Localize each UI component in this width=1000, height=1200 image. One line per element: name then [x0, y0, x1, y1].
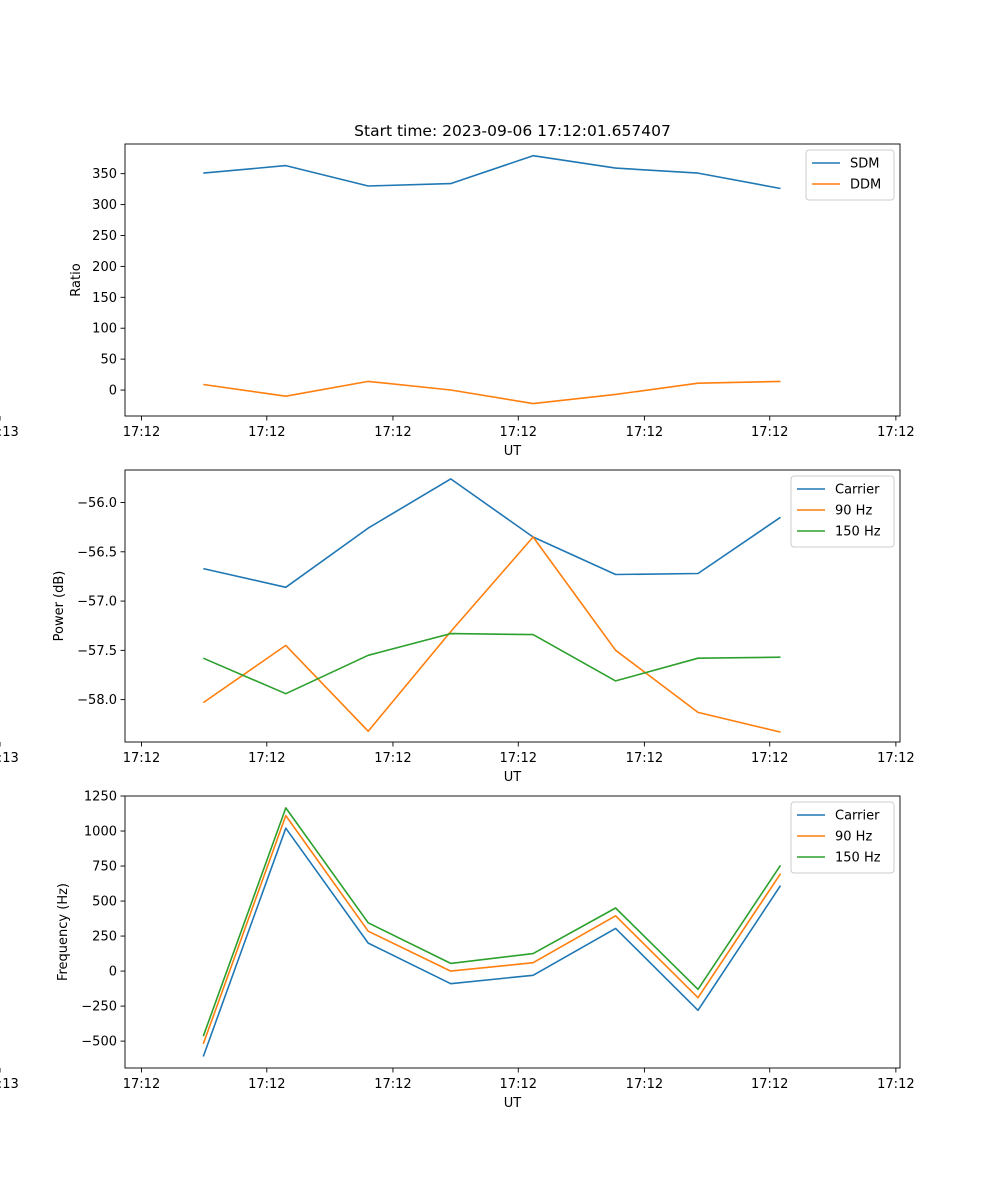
y-tick-label: 750 — [92, 860, 117, 875]
series-line-sdm — [203, 154, 781, 190]
panel-3: 17:12 17:12 17:12 17:12 17:12 17:12 17:12 17:13… — [0, 790, 915, 1111]
x-tick-label: 17:12 — [123, 425, 160, 440]
x-tick-label: 17:12 — [626, 1077, 663, 1092]
x-tick-label: 17:12 — [626, 425, 663, 440]
x-ticks: 17:12 17:12 17:12 17:12 17:12 17:12 17:12 17:13 — [0, 416, 915, 440]
axes-frame — [124, 143, 901, 417]
x-tick-label: 17:12 — [877, 425, 914, 440]
y-tick-label: 200 — [92, 260, 117, 275]
x-axis-label: UT — [504, 770, 522, 785]
x-tick-label: 17:13 — [0, 751, 19, 766]
y-tick-label: −56.5 — [77, 545, 117, 560]
y-tick-label: −250 — [81, 1000, 117, 1015]
series-line-carrier — [202, 827, 782, 1057]
series-lines — [203, 154, 781, 405]
y-ticks: 0 50 100 150 200 250 300 350 — [92, 167, 125, 399]
x-tick-label: 17:12 — [374, 1077, 411, 1092]
y-tick-label: 300 — [92, 198, 117, 213]
y-axis-label: Ratio — [69, 263, 84, 296]
y-axis-label: Frequency (Hz) — [56, 883, 71, 981]
axes-frame — [124, 469, 901, 743]
y-tick-label: 50 — [100, 353, 117, 368]
y-tick-label: 1000 — [84, 825, 117, 840]
legend-entry: 150 Hz — [835, 525, 881, 540]
series-line-150-hz — [202, 632, 781, 695]
legend: Carrier 90 Hz 150 Hz — [790, 801, 895, 874]
x-tick-label: 17:12 — [123, 751, 160, 766]
x-tick-label: 17:12 — [500, 751, 537, 766]
x-tick-label: 17:12 — [248, 751, 285, 766]
legend-entry: Carrier — [835, 809, 880, 824]
x-ticks: 17:12 17:12 17:12 17:12 17:12 17:12 17:12 17:13 — [0, 1068, 915, 1092]
x-tick-label: 17:12 — [374, 751, 411, 766]
x-tick-label: 17:13 — [0, 1077, 19, 1092]
figure-title: Start time: 2023-09-06 17:12:01.657407 — [354, 122, 671, 140]
legend: SDM DDM — [805, 149, 895, 201]
y-tick-label: 350 — [92, 167, 117, 182]
panel-2: 17:12 17:12 17:12 17:12 17:12 17:12 17:12 17:13… — [0, 469, 915, 785]
y-axis-label: Power (dB) — [52, 571, 67, 642]
legend-entry: Carrier — [835, 483, 880, 498]
y-tick-label: 150 — [92, 291, 117, 306]
axes-frame — [124, 795, 901, 1069]
legend-box — [790, 801, 895, 874]
x-axis-label: UT — [504, 444, 522, 459]
x-tick-label: 17:12 — [877, 1077, 914, 1092]
x-tick-label: 17:12 — [500, 1077, 537, 1092]
legend-box — [790, 475, 895, 548]
x-tick-label: 17:13 — [0, 425, 19, 440]
y-tick-label: 250 — [92, 930, 117, 945]
x-axis-label: UT — [504, 1096, 522, 1111]
x-tick-label: 17:12 — [751, 751, 788, 766]
panels: 17:12 17:12 17:12 17:12 17:12 17:12 17:12 17:13… — [0, 143, 915, 1111]
series-line-90-hz — [202, 536, 781, 733]
legend-entry: 150 Hz — [835, 851, 881, 866]
legend-entry: 90 Hz — [835, 504, 872, 519]
x-tick-label: 17:12 — [626, 751, 663, 766]
series-lines — [202, 478, 781, 733]
panel-1: 17:12 17:12 17:12 17:12 17:12 17:12 17:12 17:13… — [0, 143, 915, 459]
series-lines — [202, 807, 782, 1057]
y-tick-label: 250 — [92, 229, 117, 244]
y-tick-label: −56.0 — [77, 496, 117, 511]
x-tick-label: 17:12 — [248, 1077, 285, 1092]
x-tick-label: 17:12 — [248, 425, 285, 440]
legend: Carrier 90 Hz 150 Hz — [790, 475, 895, 548]
series-line-ddm — [203, 380, 781, 405]
x-tick-label: 17:12 — [123, 1077, 160, 1092]
y-tick-label: −57.0 — [77, 595, 117, 610]
y-tick-label: 500 — [92, 895, 117, 910]
y-tick-label: 0 — [109, 965, 117, 980]
x-tick-label: 17:12 — [751, 1077, 788, 1092]
x-tick-label: 17:12 — [751, 425, 788, 440]
y-tick-label: −500 — [81, 1035, 117, 1050]
y-tick-label: −58.0 — [77, 693, 117, 708]
legend-entry: DDM — [850, 178, 881, 193]
legend-entry: 90 Hz — [835, 830, 872, 845]
series-line-carrier — [203, 478, 781, 589]
x-tick-label: 17:12 — [877, 751, 914, 766]
legend-entry: SDM — [850, 157, 879, 172]
x-ticks: 17:12 17:12 17:12 17:12 17:12 17:12 17:12 17:13 — [0, 742, 915, 766]
y-tick-label: −57.5 — [77, 644, 117, 659]
y-tick-label: 100 — [92, 322, 117, 337]
series-line-150-hz — [202, 807, 782, 1037]
x-tick-label: 17:12 — [374, 425, 411, 440]
x-tick-label: 17:12 — [500, 425, 537, 440]
series-line-90-hz — [202, 814, 782, 1045]
y-ticks: −58.0 −57.5 −57.0 −56.5 −56.0 — [77, 496, 125, 708]
y-tick-label: 0 — [109, 384, 117, 399]
y-ticks: −500 −250 0 250 500 750 1000 1250 — [81, 790, 125, 1050]
y-tick-label: 1250 — [84, 790, 117, 805]
